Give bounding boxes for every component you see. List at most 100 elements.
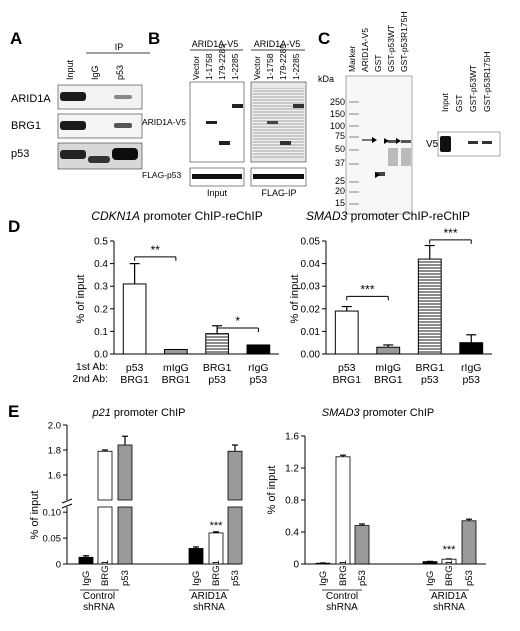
y-tick-label: 0.02 <box>301 304 321 315</box>
ladder-band <box>349 113 359 115</box>
chart-title: p21 promoter ChIP <box>92 407 186 419</box>
chart-smad3-rechip: 0.000.010.020.030.040.05p53BRG1mIgGBRG1B… <box>301 226 492 386</box>
band <box>388 140 398 143</box>
chart-title: CDKN1A promoter ChIP-reChIP <box>91 209 262 223</box>
title-gene: SMAD3 <box>306 209 348 223</box>
marker-label: 25 <box>335 176 345 186</box>
title-rest: promoter ChIP <box>111 407 186 419</box>
band <box>280 141 291 145</box>
panel-d-letter: D <box>8 217 20 236</box>
significance-label: *** <box>360 282 374 296</box>
band <box>440 136 451 152</box>
title-gene: CDKN1A <box>91 209 140 223</box>
chart-title: SMAD3 promoter ChIP <box>322 407 435 419</box>
y-tick-label: 2.0 <box>48 421 61 432</box>
x-tick-label: p53 <box>464 570 475 586</box>
band <box>219 141 230 145</box>
band <box>401 140 411 143</box>
y-tick-label: 0.2 <box>94 304 108 315</box>
lane-label: 1-1758 <box>265 53 275 80</box>
y-tick-label: 0.10 <box>43 508 62 519</box>
y-tick-label: 0.05 <box>43 534 62 545</box>
panel-d: D CDKN1A promoter ChIP-reChIP SMAD3 prom… <box>8 209 492 386</box>
bar <box>205 333 229 355</box>
band-smear <box>388 148 398 166</box>
bar <box>335 456 351 565</box>
x-tick-label: p53 <box>126 362 144 374</box>
lane-label: 1-2285 <box>230 53 240 80</box>
foot-label: Input <box>207 188 228 198</box>
lane-label: 1-1758 <box>204 53 214 80</box>
bar <box>117 506 133 565</box>
group-label: shRNA <box>193 602 225 613</box>
panel-b-letter: B <box>148 29 160 48</box>
band <box>482 141 492 144</box>
bar <box>461 520 477 565</box>
significance-label: *** <box>443 226 457 240</box>
row-label: 1st Ab: <box>76 361 108 373</box>
row-label: ARID1A <box>11 93 51 105</box>
marker-label: 100 <box>330 121 345 131</box>
bar <box>78 556 94 565</box>
x-tick-label: BRG1 <box>444 560 455 586</box>
title-gene: SMAD3 <box>322 407 361 419</box>
x-tick-label: p53 <box>357 570 368 586</box>
y-axis-label: % of input <box>289 275 301 324</box>
marker-label: 150 <box>330 109 345 119</box>
x-tick-label: rIgG <box>461 362 481 374</box>
chart-smad3-chip: 0 0.4 0.8 1.2 1.6 IgG BRG1 p53 IgG BRG1 p53 *** <box>285 432 486 586</box>
title-rest: promoter ChIP-reChIP <box>140 209 263 223</box>
group-label: ARID1A <box>191 591 227 602</box>
x-tick-label: IgG <box>191 571 202 586</box>
ladder-band <box>349 181 359 183</box>
x-tick-label: p53 <box>230 570 241 586</box>
lane-label: Marker <box>347 45 357 72</box>
band <box>468 141 478 144</box>
band <box>375 172 385 176</box>
panel-c-letter: C <box>318 29 330 48</box>
band <box>232 104 243 108</box>
chart-cdkn1a-rechip: 0.00.10.20.30.40.5p53BRG1mIgGBRG1BRG1p53… <box>94 237 279 386</box>
chart-p21-chip: 1.6 1.8 2.0 0 0.05 0.10 IgG BRG1 p53 IgG BRG1 p53 **… <box>43 421 243 586</box>
x-tick-label: mIgG <box>163 362 189 374</box>
arrowhead <box>396 138 401 144</box>
x-tick-label: BRG1 <box>203 362 232 374</box>
lane-label: GST-p53WT <box>386 25 396 72</box>
y-tick-label: 1.2 <box>285 464 299 475</box>
title-rest: promoter ChIP-reChIP <box>347 209 470 223</box>
band <box>112 148 138 160</box>
y-tick-label: 0.3 <box>94 282 108 293</box>
y-tick-label: 0.8 <box>285 496 299 507</box>
y-axis-label: % of input <box>29 491 41 540</box>
marker-label: 20 <box>335 186 345 196</box>
x-tick-label: BRG1 <box>100 560 111 586</box>
bar <box>97 506 113 565</box>
y-tick-label: 0.4 <box>285 528 299 539</box>
y-tick-label: 0.00 <box>301 350 321 361</box>
title-gene: p21 <box>92 407 111 419</box>
panel-e-letter: E <box>8 402 19 421</box>
lane-label: GST-p53WT <box>468 65 478 112</box>
bar <box>227 506 243 565</box>
panel-c: C kDa Marker ARID1A-V5 GST GST-p53WT GST… <box>318 12 501 215</box>
bar <box>459 342 484 355</box>
lane-label: GST-p53R175H <box>482 52 492 112</box>
significance-label: *** <box>443 544 457 556</box>
y-tick-label: 0.5 <box>94 237 108 248</box>
row-label: FLAG-p53 <box>142 170 181 180</box>
gel <box>345 75 413 215</box>
band <box>114 123 132 128</box>
marker-label: 50 <box>335 144 345 154</box>
lane-label: p53 <box>115 65 125 80</box>
y-tick-label: 1.8 <box>48 446 61 457</box>
lane-label: GST-p53R175H <box>399 12 409 72</box>
marker-label: 15 <box>335 198 345 208</box>
row-label: ARID1A-V5 <box>142 117 186 127</box>
band <box>60 121 86 130</box>
panel-b: B ARID1A-V5 ARID1A-V5 Vector 1-1758 179-… <box>142 29 307 198</box>
y-tick-label: 0.0 <box>94 350 108 361</box>
x-tick-label: BRG1 <box>374 374 403 386</box>
bar <box>122 283 147 355</box>
bar <box>188 548 204 565</box>
